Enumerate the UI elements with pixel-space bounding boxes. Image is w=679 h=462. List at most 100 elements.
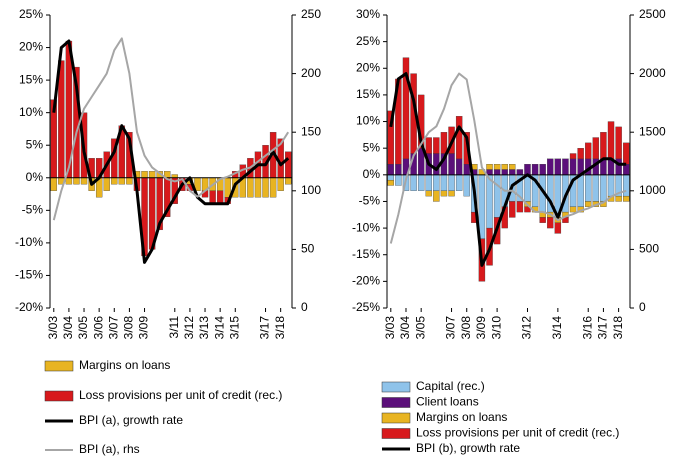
x-tick-label: 3/12 — [182, 316, 196, 340]
bar — [486, 164, 492, 169]
y2-tick-label: 50 — [301, 242, 315, 256]
y-tick-label: 20% — [19, 40, 43, 54]
bar — [616, 196, 622, 201]
bar — [600, 175, 606, 202]
bar — [142, 171, 148, 178]
bar — [540, 217, 546, 222]
bar — [585, 143, 591, 159]
bar — [623, 164, 629, 175]
x-tick-label: 3/07 — [106, 316, 120, 340]
x-tick-label: 3/10 — [489, 316, 503, 340]
bar — [623, 143, 629, 164]
x-tick-label: 3/18 — [611, 316, 625, 340]
legend-swatch — [45, 361, 73, 371]
bar — [540, 164, 546, 175]
y2-tick-label: 500 — [639, 242, 659, 256]
x-tick-label: 3/05 — [413, 316, 427, 340]
bar — [509, 201, 515, 217]
y2-tick-label: 0 — [639, 300, 646, 314]
bar — [532, 164, 538, 175]
legend-swatch — [382, 413, 410, 423]
bar — [418, 175, 424, 191]
y2-tick-label: 1500 — [639, 124, 666, 138]
bar — [426, 138, 432, 154]
bar — [411, 175, 417, 191]
bar — [562, 159, 568, 175]
bar — [570, 154, 576, 159]
legend-label: BPI (a), rhs — [79, 442, 140, 456]
y-tick-label: -10% — [352, 220, 380, 234]
bar — [623, 175, 629, 196]
y-tick-label: -15% — [352, 247, 380, 261]
legend-label: Capital (rec.) — [416, 379, 485, 393]
x-tick-label: 3/06 — [91, 316, 105, 340]
x-tick-label: 3/04 — [61, 316, 75, 340]
y2-tick-label: 150 — [301, 124, 321, 138]
y-tick-label: 15% — [19, 72, 43, 86]
bar — [494, 169, 500, 174]
bar — [210, 191, 216, 204]
bar — [119, 178, 125, 185]
legend-swatch — [382, 382, 410, 392]
bar — [66, 178, 72, 185]
bar — [623, 196, 629, 201]
x-tick-label: 3/08 — [459, 316, 473, 340]
bar — [502, 169, 508, 174]
legend-swatch — [382, 429, 410, 439]
x-tick-label: 3/12 — [520, 316, 534, 340]
y2-tick-label: 0 — [301, 300, 308, 314]
x-tick-label: 3/11 — [167, 316, 181, 339]
y-tick-label: -5% — [22, 203, 44, 217]
bar — [456, 116, 462, 159]
x-tick-label: 3/03 — [46, 316, 60, 340]
x-tick-label: 3/09 — [474, 316, 488, 340]
y-tick-label: -25% — [352, 300, 380, 314]
x-tick-label: 3/09 — [137, 316, 151, 340]
legend-label: BPI (a), growth rate — [79, 413, 183, 427]
y-tick-label: 0% — [363, 167, 381, 181]
y-tick-label: -15% — [15, 268, 43, 282]
legend-label: Loss provisions per unit of credit (rec.… — [79, 388, 282, 402]
y2-tick-label: 250 — [301, 7, 321, 21]
bar — [149, 171, 155, 178]
y-tick-label: 25% — [356, 34, 380, 48]
bar — [593, 138, 599, 159]
x-tick-label: 3/03 — [383, 316, 397, 340]
bar — [217, 191, 223, 204]
bar — [479, 175, 485, 239]
y-tick-label: 15% — [356, 87, 380, 101]
bar — [494, 164, 500, 169]
bar — [388, 180, 394, 185]
bar — [126, 178, 132, 185]
x-tick-label: 3/13 — [197, 316, 211, 340]
y-tick-label: -10% — [15, 235, 43, 249]
bar — [600, 132, 606, 159]
bar — [51, 178, 57, 191]
y2-tick-label: 100 — [301, 183, 321, 197]
bar — [570, 159, 576, 175]
bar — [247, 178, 253, 198]
bar — [502, 164, 508, 169]
y-tick-label: -20% — [15, 300, 43, 314]
y2-tick-label: 2500 — [639, 7, 666, 21]
bar — [388, 175, 394, 180]
bar — [570, 207, 576, 212]
bar — [524, 164, 530, 175]
x-tick-label: 3/17 — [596, 316, 610, 340]
legend-label: BPI (b), growth rate — [416, 441, 520, 455]
bar — [270, 178, 276, 198]
y2-tick-label: 1000 — [639, 183, 666, 197]
x-tick-label: 3/18 — [273, 316, 287, 340]
x-tick-label: 3/17 — [258, 316, 272, 340]
bar — [517, 201, 523, 212]
y-tick-label: 5% — [363, 140, 381, 154]
bar — [585, 201, 591, 206]
bar — [104, 178, 110, 191]
bar — [449, 154, 455, 175]
line — [54, 41, 288, 262]
x-tick-label: 3/14 — [212, 316, 226, 340]
legend-label: Margins on loans — [79, 358, 170, 372]
bar — [608, 122, 614, 159]
bar — [426, 191, 432, 196]
